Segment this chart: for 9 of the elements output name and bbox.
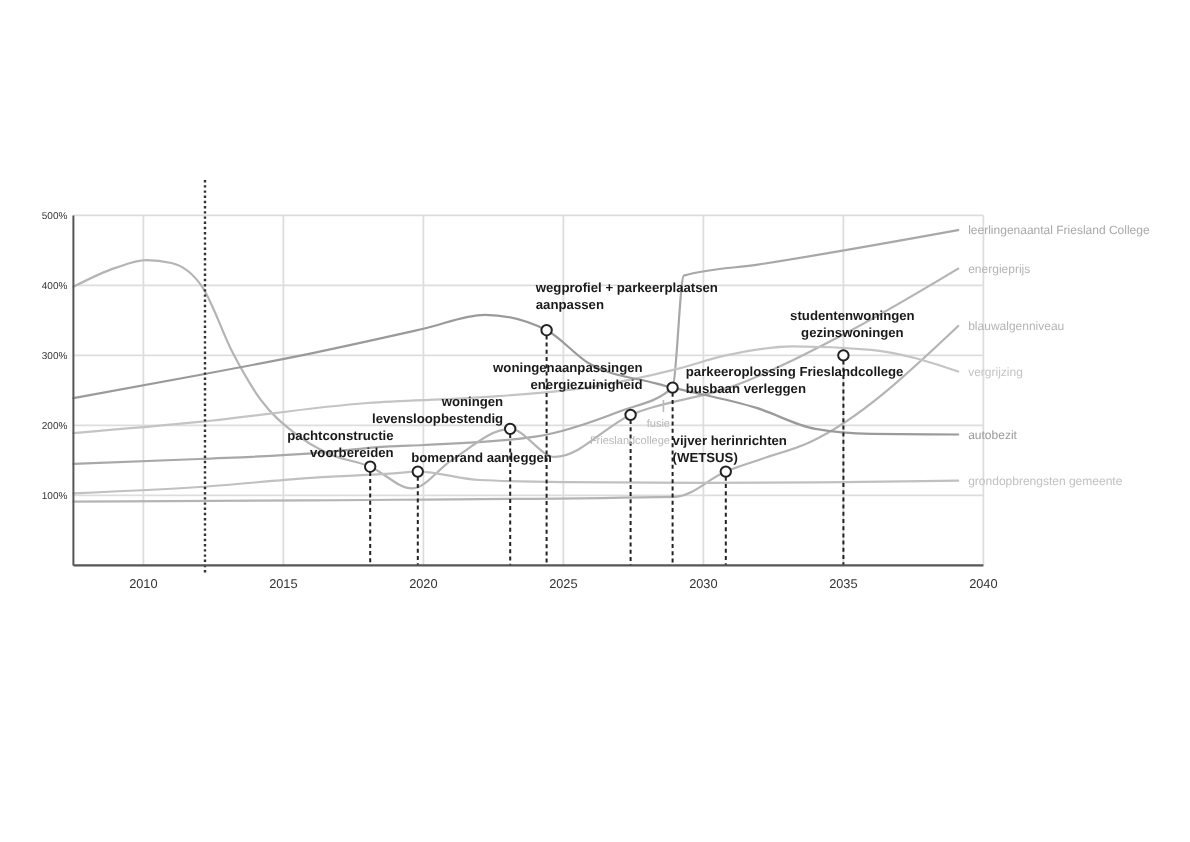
point — [666, 381, 679, 394]
point — [504, 422, 517, 436]
point — [411, 465, 424, 478]
line-series — [72, 324, 960, 503]
point — [364, 460, 377, 473]
point — [540, 324, 553, 337]
point — [837, 349, 850, 362]
point — [624, 408, 637, 422]
point — [719, 465, 732, 478]
